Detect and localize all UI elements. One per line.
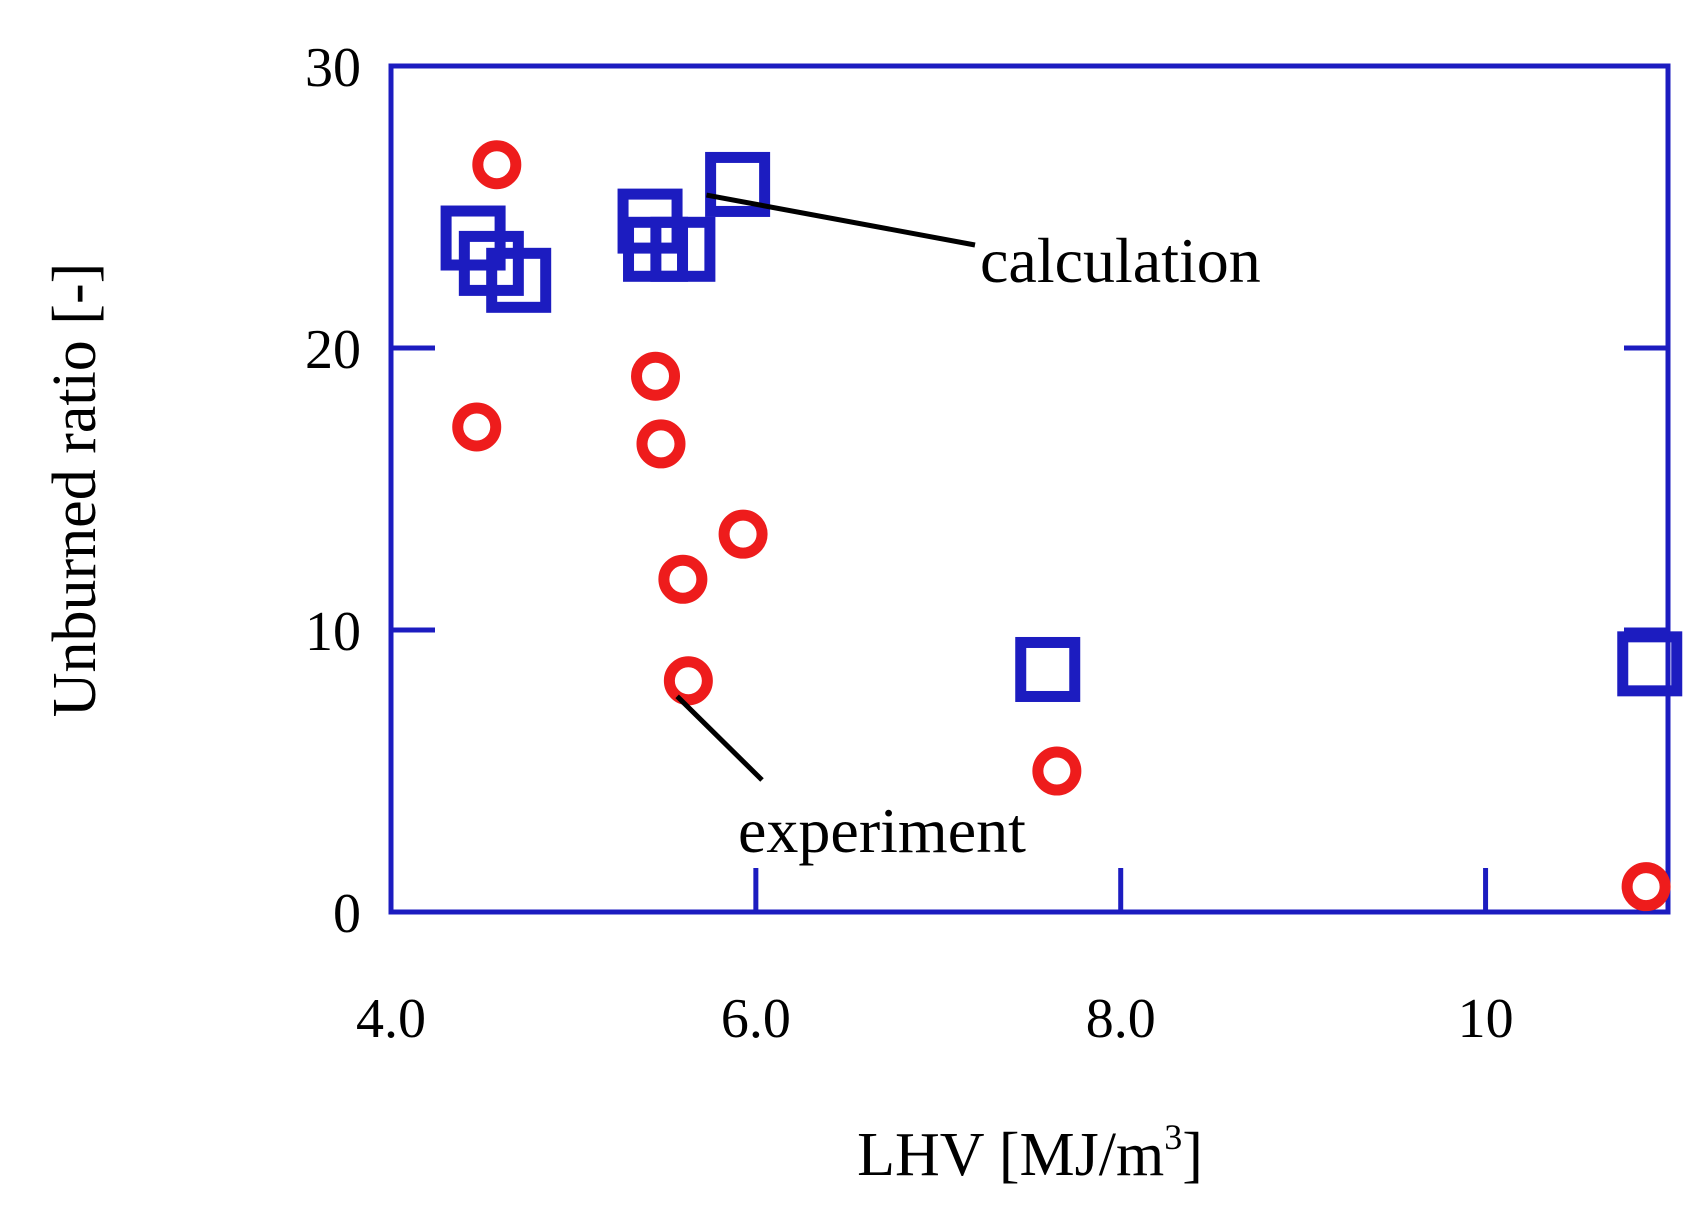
- experiment-marker: [631, 351, 681, 401]
- calculation-marker: [1617, 631, 1683, 697]
- y-tick-label: 30: [305, 37, 361, 99]
- x-axis-title-main: LHV [MJ/m: [857, 1121, 1164, 1189]
- x-axis-title-close: ]: [1182, 1121, 1203, 1189]
- calculation-marker: [1015, 636, 1081, 702]
- y-tick-label: 20: [305, 319, 361, 381]
- calculation-marker: [705, 151, 771, 217]
- x-axis-title-superscript: 3: [1164, 1117, 1182, 1157]
- x-axis-ticks: 4.0 6.0 8.0 10: [356, 868, 1671, 1050]
- experiment-leader-line: [675, 694, 764, 782]
- x-tick-label: 4.0: [356, 988, 426, 1050]
- x-tick-label: 6.0: [721, 988, 791, 1050]
- experiment-marker: [636, 419, 686, 469]
- calculation-label: calculation: [980, 225, 1261, 296]
- y-tick-label: 10: [305, 601, 361, 663]
- y-axis-title: Unburned ratio [-]: [41, 263, 109, 718]
- annotations: calculation experiment: [675, 192, 1261, 866]
- plot-border: [388, 63, 1671, 915]
- x-tick-label: 8.0: [1086, 988, 1156, 1050]
- calculation-marker: [650, 216, 716, 282]
- y-tick-label: 0: [333, 883, 361, 945]
- experiment-marker: [1032, 746, 1082, 796]
- experiment-marker: [472, 140, 522, 190]
- calculation-leader-line: [706, 192, 976, 248]
- x-axis-title: LHV [MJ/m3]: [857, 1117, 1203, 1189]
- data-markers: [440, 140, 1683, 912]
- calculation-marker: [486, 247, 552, 313]
- experiment-marker: [452, 402, 502, 452]
- x-tick-label: 10: [1458, 988, 1514, 1050]
- experiment-marker: [663, 656, 713, 706]
- experiment-marker: [658, 554, 708, 604]
- experiment-marker: [718, 509, 768, 559]
- y-axis-ticks: 0 10 20 30: [305, 37, 1668, 945]
- experiment-label: experiment: [738, 795, 1026, 866]
- experiment-marker: [1621, 862, 1671, 912]
- plot-frame: [388, 63, 1671, 915]
